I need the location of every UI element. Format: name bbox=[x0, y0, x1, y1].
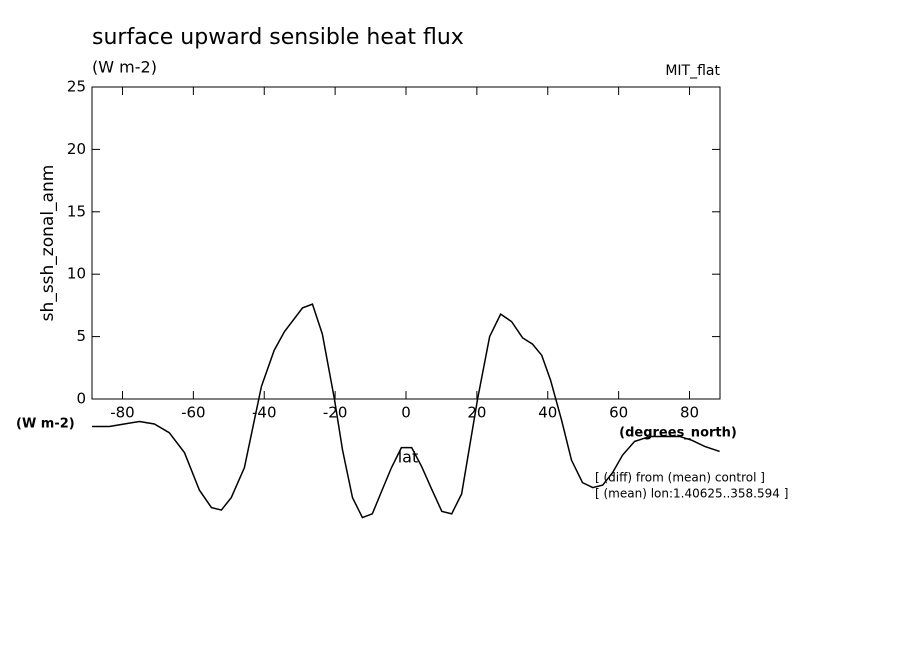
x-tick-label: 60 bbox=[609, 404, 628, 422]
x-tick-label: -40 bbox=[252, 404, 277, 422]
y-axis-label: sh_ssh_zonal_anm bbox=[38, 165, 58, 322]
y-tick-label: 20 bbox=[67, 140, 86, 158]
y-tick-label: 5 bbox=[76, 327, 86, 345]
chart-title: surface upward sensible heat flux bbox=[92, 25, 464, 50]
y-tick-label: 15 bbox=[67, 202, 86, 220]
x-tick-label: -60 bbox=[181, 404, 206, 422]
x-axis-label: lat bbox=[398, 448, 419, 467]
x-units: (degrees_north) bbox=[619, 426, 737, 441]
y-units: (W m-2) bbox=[16, 417, 75, 432]
x-tick-label: 40 bbox=[538, 404, 557, 422]
y-tick-label: 0 bbox=[76, 390, 86, 408]
x-tick-label: 0 bbox=[401, 404, 411, 422]
y-tick-label: 10 bbox=[67, 265, 86, 283]
x-tick-label: 20 bbox=[467, 404, 486, 422]
annotation: MIT_flat bbox=[665, 63, 720, 79]
y-tick-label: 25 bbox=[67, 78, 86, 96]
note: [ (diff) from (mean) control ] bbox=[595, 471, 765, 485]
subtitle: (W m-2) bbox=[92, 58, 157, 77]
x-tick-label: -80 bbox=[110, 404, 135, 422]
note: [ (mean) lon:1.40625..358.594 ] bbox=[595, 487, 788, 501]
x-tick-label: 80 bbox=[680, 404, 699, 422]
x-tick-label: -20 bbox=[323, 404, 348, 422]
plot-frame bbox=[91, 86, 721, 400]
data-line bbox=[92, 303, 720, 519]
